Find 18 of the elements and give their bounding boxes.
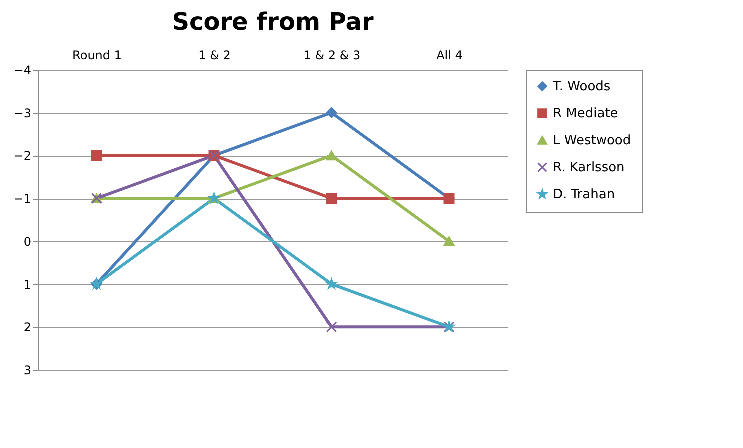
y-tick-label: −1 (14, 192, 32, 206)
y-tick-label: 2 (24, 320, 32, 335)
legend-label: R. Karlsson (553, 160, 625, 176)
y-tick-label: −4 (14, 64, 32, 78)
x-tick-label: All 4 (436, 48, 463, 62)
x-tick-label: 1 & 2 & 3 (304, 48, 361, 62)
x-tick-label: Round 1 (72, 48, 122, 62)
legend-label: T. Woods (552, 80, 611, 94)
y-tick-label: 0 (24, 234, 32, 249)
y-tick-label: −2 (14, 149, 32, 164)
chart-title: Score from Par (172, 8, 374, 36)
x-tick-label: 1 & 2 (198, 48, 231, 62)
legend-label: L Westwood (553, 134, 632, 148)
y-tick-label: 1 (24, 278, 32, 292)
y-tick-label: −3 (14, 106, 32, 120)
legend-label: R Mediate (553, 106, 618, 122)
legend-label: D. Trahan (553, 188, 616, 202)
y-tick-label: 3 (24, 364, 32, 378)
